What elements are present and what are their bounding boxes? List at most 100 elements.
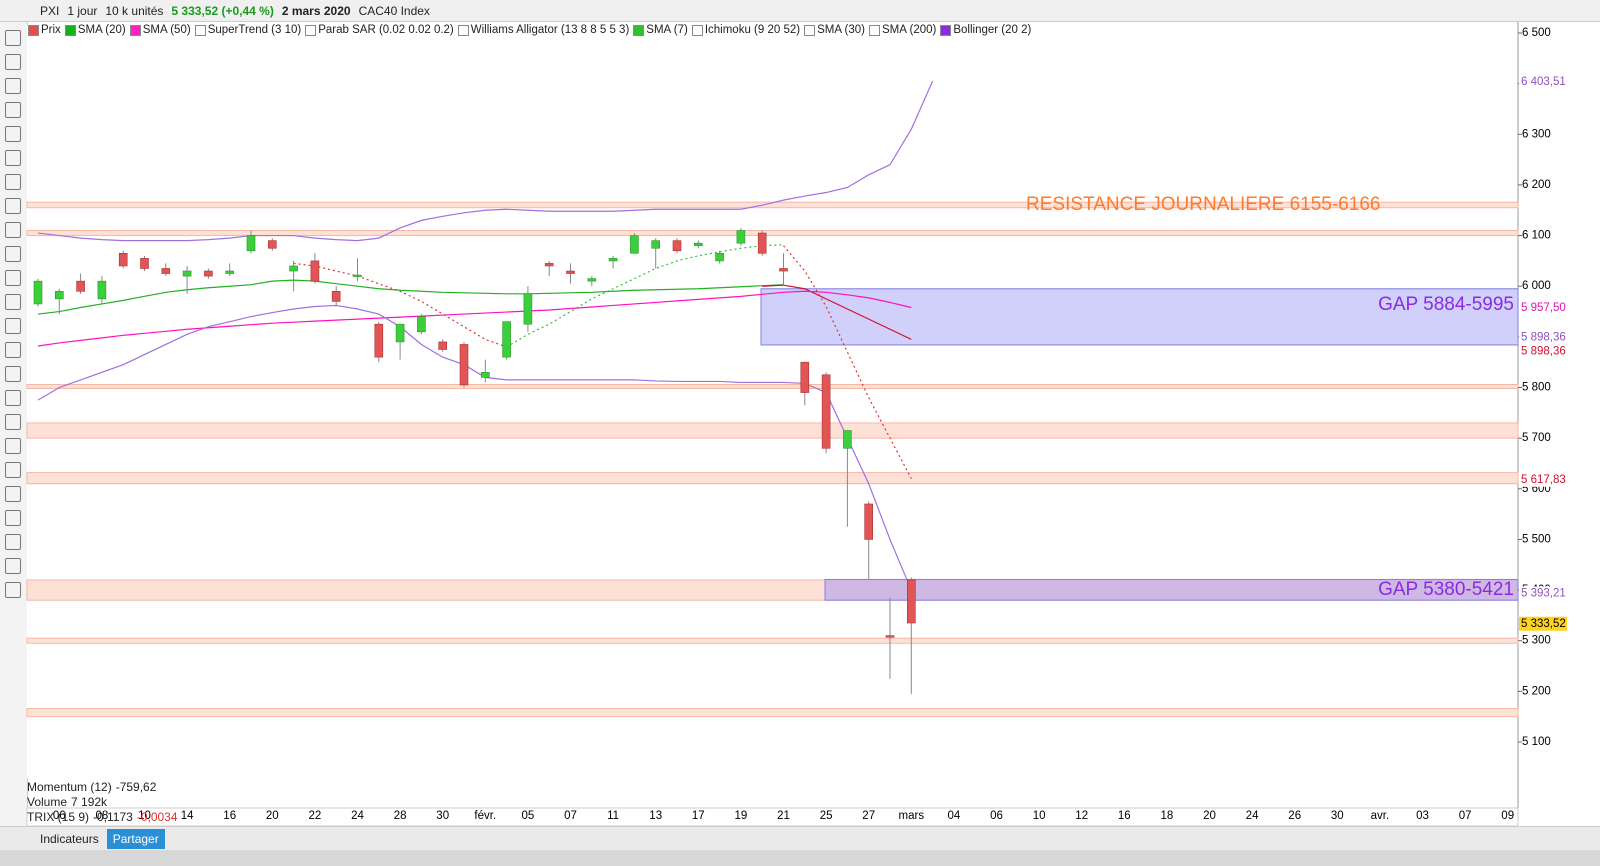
support-zone — [26, 637, 1519, 644]
tool[interactable] — [5, 78, 21, 94]
candle-body — [289, 265, 298, 272]
candle-body — [566, 270, 575, 274]
x-tick-label: 25 — [820, 810, 833, 822]
tool[interactable] — [5, 222, 21, 238]
x-tick-label: mars — [899, 810, 925, 822]
legend-item: SMA (50) — [129, 24, 191, 36]
candle-body — [544, 263, 554, 267]
legend-swatch — [691, 24, 703, 36]
y-tick-label: 6 200 — [1522, 179, 1551, 191]
support-zone — [26, 422, 1519, 439]
y-tick-label: 6 500 — [1522, 27, 1551, 39]
candle-body — [438, 341, 448, 350]
tool[interactable] — [5, 270, 21, 286]
legend-swatch — [129, 24, 141, 36]
x-tick-label: 30 — [1331, 810, 1344, 822]
tool[interactable] — [5, 582, 21, 598]
x-tick-label: 12 — [1075, 810, 1088, 822]
x-tick-label: 28 — [394, 810, 407, 822]
y-tick-label: 5 200 — [1522, 685, 1551, 697]
tool[interactable] — [5, 510, 21, 526]
legend-label: Parab SAR (0.02 0.02 0.2) — [318, 24, 454, 36]
x-tick-label: 16 — [223, 810, 236, 822]
candle-body — [885, 635, 895, 638]
price-tag-label: 5 333,52 — [1521, 618, 1566, 630]
y-tick-label: 5 100 — [1522, 736, 1551, 748]
support-zone — [26, 472, 1519, 485]
legend-label: SMA (7) — [646, 24, 688, 36]
indicator-line — [506, 244, 784, 348]
price-tag-label: 6 403,51 — [1521, 76, 1566, 88]
tool[interactable] — [5, 462, 21, 478]
y-tick-label: 6 100 — [1522, 230, 1551, 242]
tool[interactable] — [5, 486, 21, 502]
candle-body — [587, 278, 597, 282]
panel-text: -0,1173 — [93, 809, 133, 824]
panel-text: 7 192k — [71, 794, 108, 809]
panel-text: -759,62 — [115, 779, 157, 794]
x-tick-label: 04 — [948, 810, 961, 822]
instrument: CAC40 Index — [358, 3, 430, 18]
legend-label: Bollinger (20 2) — [953, 24, 1032, 36]
tool[interactable] — [5, 294, 21, 310]
indicator-line — [37, 279, 784, 315]
x-tick-label: 06 — [990, 810, 1003, 822]
x-tick-label: 30 — [436, 810, 449, 822]
x-tick-label: 26 — [1288, 810, 1301, 822]
panel-row: Volume 7 192k — [27, 794, 1517, 809]
tool[interactable] — [5, 246, 21, 262]
tool[interactable] — [5, 150, 21, 166]
legend-item: SuperTrend (3 10) — [194, 24, 301, 36]
tool[interactable] — [5, 342, 21, 358]
candle-body — [651, 240, 661, 249]
right-axis — [1518, 22, 1600, 826]
tool[interactable] — [5, 318, 21, 334]
x-tick-label: 24 — [351, 810, 364, 822]
candle-body — [267, 240, 277, 249]
candle-body — [693, 242, 703, 247]
tool[interactable] — [5, 54, 21, 70]
y-tick-label: 5 500 — [1522, 533, 1551, 545]
tool[interactable] — [5, 390, 21, 406]
y-tick-label: 5 300 — [1522, 635, 1551, 647]
symbol[interactable]: PXI — [40, 3, 60, 18]
legend-label: SMA (20) — [77, 24, 126, 36]
candle-body — [502, 321, 511, 358]
top-toolbar: PXI 1 jour 10 k unités 5 333,52 (+0,44 %… — [0, 0, 1600, 22]
legend-item: Ichimoku (9 20 52) — [691, 24, 800, 36]
indicators-button[interactable]: Indicateurs — [40, 831, 99, 846]
candle-body — [395, 323, 405, 343]
status-bar — [0, 850, 1600, 866]
candle-body — [140, 258, 149, 269]
tool[interactable] — [5, 126, 21, 142]
gap-label: GAP 5884-5995 — [1378, 294, 1514, 315]
tool[interactable] — [5, 30, 21, 46]
period[interactable]: 1 jour — [67, 3, 98, 18]
share-button[interactable]: Partager — [106, 828, 165, 849]
price-tag-label: 5 898,36 — [1521, 346, 1566, 358]
price-tag-label: 5 957,50 — [1521, 302, 1566, 314]
tool[interactable] — [5, 198, 21, 214]
candle-body — [864, 503, 874, 540]
price-tag-label: 5 898,36 — [1521, 332, 1566, 344]
tool[interactable] — [5, 534, 21, 550]
tool[interactable] — [5, 102, 21, 118]
x-tick-label: 10 — [1033, 810, 1046, 822]
candle-body — [779, 268, 788, 272]
x-tick-label: 17 — [692, 810, 705, 822]
tool[interactable] — [5, 414, 21, 430]
candle-body — [310, 260, 320, 282]
units[interactable]: 10 k unités — [105, 3, 164, 18]
candle-body — [182, 270, 192, 277]
y-tick-label: 5 700 — [1522, 432, 1551, 444]
tool[interactable] — [5, 174, 21, 190]
candle-body — [906, 579, 916, 624]
legend-swatch — [633, 24, 645, 36]
candle-body — [459, 344, 469, 386]
x-tick-label: 09 — [1501, 810, 1514, 822]
tool[interactable] — [5, 366, 21, 382]
price-tag-label: 5 617,83 — [1521, 474, 1566, 486]
legend-swatch — [940, 24, 952, 36]
tool[interactable] — [5, 558, 21, 574]
tool[interactable] — [5, 438, 21, 454]
